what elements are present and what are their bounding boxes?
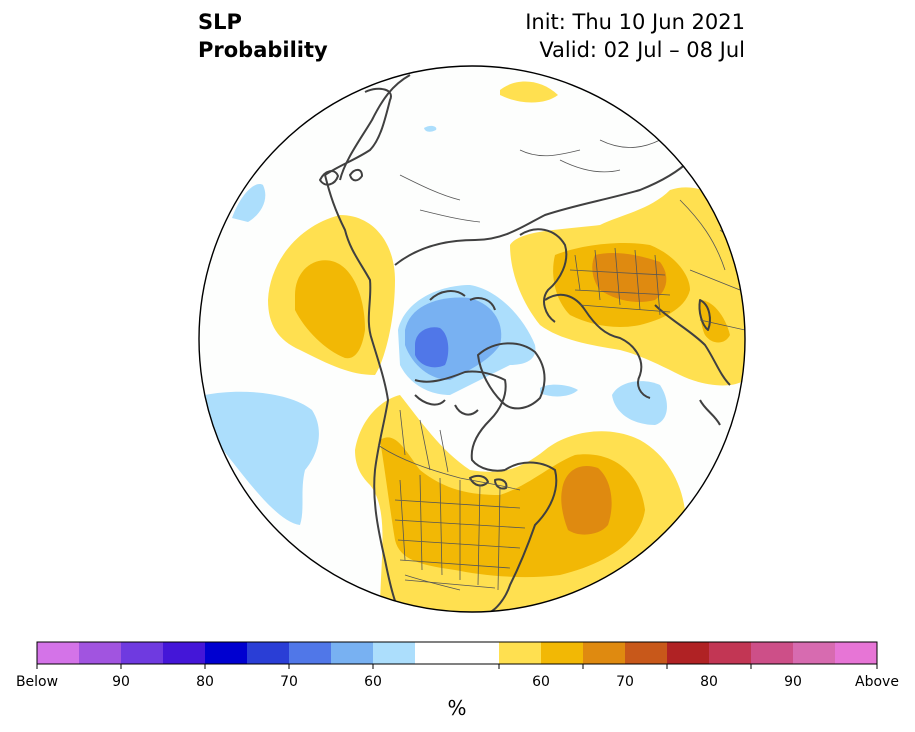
above-prob-region-arctic-north [500, 81, 558, 103]
product-title: Probability [198, 38, 328, 62]
below-prob-region-tiny [424, 125, 437, 132]
colorbar-bin-6 [289, 642, 332, 664]
coastlines [319, 74, 731, 612]
globe-outline [198, 65, 746, 613]
coastline-mediterranean [654, 304, 731, 426]
colorbar-bin-10 [457, 642, 500, 664]
colorbar-label-below: Below [15, 674, 59, 690]
coastline-asia-east [339, 74, 411, 181]
border-us-canada [377, 444, 521, 491]
coastline-northamerica-east [489, 461, 558, 612]
colorbar-bin-1 [79, 642, 122, 664]
probability-shading [205, 81, 745, 612]
below-prob-region-small [540, 384, 578, 397]
colorbar-label-above: Above [855, 674, 899, 690]
variable-title: SLP [198, 10, 242, 34]
coastline-europe [544, 293, 651, 399]
title-block-left: SLP Probability [198, 8, 328, 64]
valid-range: Valid: 02 Jul – 08 Jul [539, 38, 745, 62]
colorbar-bin-19 [835, 642, 878, 664]
colorbar-bin-17 [751, 642, 794, 664]
border-china [399, 174, 481, 223]
below-prob-70-arctic [415, 327, 449, 368]
polar-map [198, 65, 746, 613]
above-prob-70-europe [592, 252, 667, 302]
colorbar [36, 641, 878, 669]
coastline-siberia [394, 159, 691, 266]
colorbar-label-above-70: 70 [616, 674, 634, 690]
init-date: Init: Thu 10 Jun 2021 [525, 10, 745, 34]
colorbar-bin-9 [415, 642, 458, 664]
colorbar-bin-7 [331, 642, 374, 664]
colorbar-label-below-80: 80 [196, 674, 214, 690]
colorbar-bin-2 [121, 642, 164, 664]
below-prob-region-atlantic [612, 381, 667, 425]
colorbar-bin-0 [37, 642, 80, 664]
colorbar-bin-8 [373, 642, 416, 664]
border-us-states [394, 474, 526, 591]
below-prob-region-pacific [205, 391, 319, 525]
coastline-japan [319, 168, 363, 186]
border-asia [679, 199, 745, 331]
above-prob-60-ural [700, 300, 730, 343]
below-prob-region-nw [232, 184, 266, 222]
colorbar-label-above-60: 60 [532, 674, 550, 690]
coastline-northamerica-west [324, 174, 401, 612]
colorbar-bin-11 [499, 642, 542, 664]
title-block-right: Init: Thu 10 Jun 2021 Valid: 02 Jul – 08… [525, 8, 745, 64]
colorbar-bin-3 [163, 642, 206, 664]
colorbar-bin-13 [583, 642, 626, 664]
colorbar-frame [36, 641, 878, 665]
colorbar-label-above-90: 90 [784, 674, 802, 690]
colorbar-label-above-80: 80 [700, 674, 718, 690]
colorbar-label-below-90: 90 [112, 674, 130, 690]
colorbar-bin-16 [709, 642, 752, 664]
colorbar-label-below-60: 60 [364, 674, 382, 690]
political-borders [377, 139, 745, 591]
colorbar-bin-18 [793, 642, 836, 664]
above-prob-60-northpacific [295, 260, 365, 359]
coastline-arctic-islands [414, 290, 496, 416]
colorbar-label-below-70: 70 [280, 674, 298, 690]
colorbar-bin-15 [667, 642, 710, 664]
border-russia [519, 139, 661, 173]
above-prob-70-atlantic [561, 466, 612, 535]
colorbar-unit: % [447, 696, 467, 720]
colorbar-bin-5 [247, 642, 290, 664]
border-europe [569, 247, 671, 316]
coastline-greenland [477, 342, 546, 410]
coastline-caspian [698, 299, 711, 331]
colorbar-bin-4 [205, 642, 248, 664]
border-canada-provinces [399, 409, 449, 473]
border-mexico [404, 574, 461, 591]
colorbar-bin-14 [625, 642, 668, 664]
coastline-scandinavia [519, 228, 568, 323]
colorbar-bin-12 [541, 642, 584, 664]
